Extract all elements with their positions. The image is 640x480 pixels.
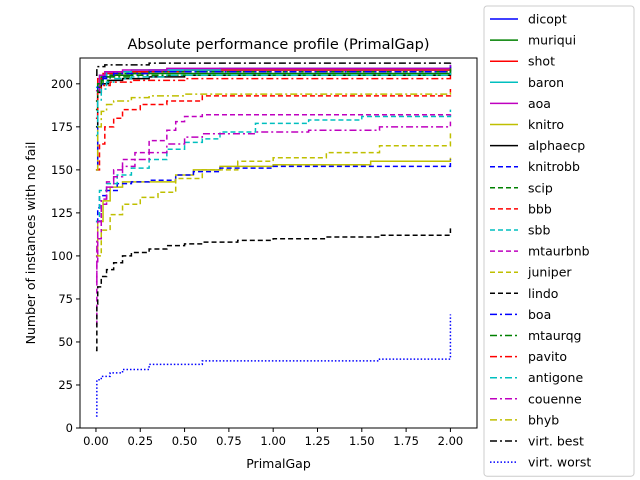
x-tick-label: 1.25 [305, 434, 331, 448]
series-line-aoa [95, 64, 452, 92]
series-line-mtaurbnb [95, 111, 452, 326]
legend-label-virt-best: virt. best [528, 434, 584, 449]
series-line-mtaurqg [95, 70, 452, 111]
x-tick-label: 1.00 [260, 434, 286, 448]
x-tick-label: 0.00 [83, 434, 109, 448]
series-line-boa [95, 66, 452, 119]
legend: dicopt muriqui shot baron aoa knitro alphaecp k… [483, 5, 635, 477]
y-tick-label: 150 [51, 163, 73, 177]
legend-label-couenne: couenne [528, 391, 582, 406]
legend-label-juniper: juniper [527, 265, 572, 280]
series-line-alphaecp [95, 73, 452, 128]
y-axis-label: Number of instances with no fail [23, 142, 38, 345]
series-line-sbb [95, 109, 452, 223]
legend-label-boa: boa [528, 307, 551, 322]
y-tick-label: 125 [51, 206, 73, 220]
legend-label-virt-worst: virt. worst [528, 455, 591, 470]
series-line-juniper [95, 132, 452, 257]
y-tick-label: 25 [58, 378, 73, 392]
legend-label-antigone: antigone [528, 370, 583, 385]
legend-label-aoa: aoa [528, 96, 551, 111]
x-tick-label: 1.75 [393, 434, 419, 448]
series-line-bhyb [95, 90, 452, 171]
x-axis: 0.00 0.25 0.50 0.75 1.00 1.25 1.50 1.75 2.00 [83, 428, 463, 448]
x-axis-label: PrimalGap [246, 456, 311, 471]
legend-label-sbb: sbb [528, 223, 550, 238]
legend-label-lindo: lindo [528, 286, 558, 301]
legend-box [483, 5, 635, 477]
series-line-virt-best [95, 61, 452, 76]
y-tick-label: 200 [51, 77, 73, 91]
series-line-bbb [95, 88, 452, 171]
y-tick-label: 0 [66, 421, 73, 435]
y-tick-label: 75 [58, 292, 73, 306]
legend-label-shot: shot [528, 54, 555, 69]
y-tick-label: 50 [58, 335, 73, 349]
x-tick-label: 1.50 [349, 434, 375, 448]
series-line-antigone [95, 70, 452, 137]
legend-label-alphaecp: alphaecp [528, 138, 585, 153]
legend-label-pavito: pavito [528, 349, 567, 364]
series-line-knitro [95, 157, 452, 257]
legend-label-baron: baron [528, 75, 564, 90]
y-tick-label: 100 [51, 249, 73, 263]
legend-label-dicopt: dicopt [528, 12, 567, 27]
y-axis: 0 25 50 75 100 125 150 175 200 [51, 77, 80, 435]
legend-label-mtaurbnb: mtaurbnb [528, 244, 590, 259]
x-tick-label: 2.00 [438, 434, 464, 448]
legend-label-scip: scip [528, 180, 553, 195]
axes-frame [79, 57, 478, 429]
series-line-lindo [95, 228, 452, 352]
chart-title: Absolute performance profile (PrimalGap) [127, 37, 429, 53]
x-tick-label: 0.75 [216, 434, 242, 448]
legend-label-muriqui: muriqui [528, 33, 576, 48]
legend-label-knitro: knitro [528, 117, 564, 132]
legend-label-knitrobb: knitrobb [528, 159, 580, 174]
series-line-virt-worst [95, 314, 452, 417]
plot-area [95, 61, 452, 417]
series-line-couenne [95, 121, 452, 283]
legend-label-bhyb: bhyb [528, 412, 559, 427]
x-tick-label: 0.25 [127, 434, 153, 448]
series-line-pavito [95, 75, 452, 119]
legend-label-bbb: bbb [528, 201, 552, 216]
y-tick-label: 175 [51, 120, 73, 134]
x-tick-label: 0.50 [172, 434, 198, 448]
legend-label-mtaurqg: mtaurqg [528, 328, 581, 343]
